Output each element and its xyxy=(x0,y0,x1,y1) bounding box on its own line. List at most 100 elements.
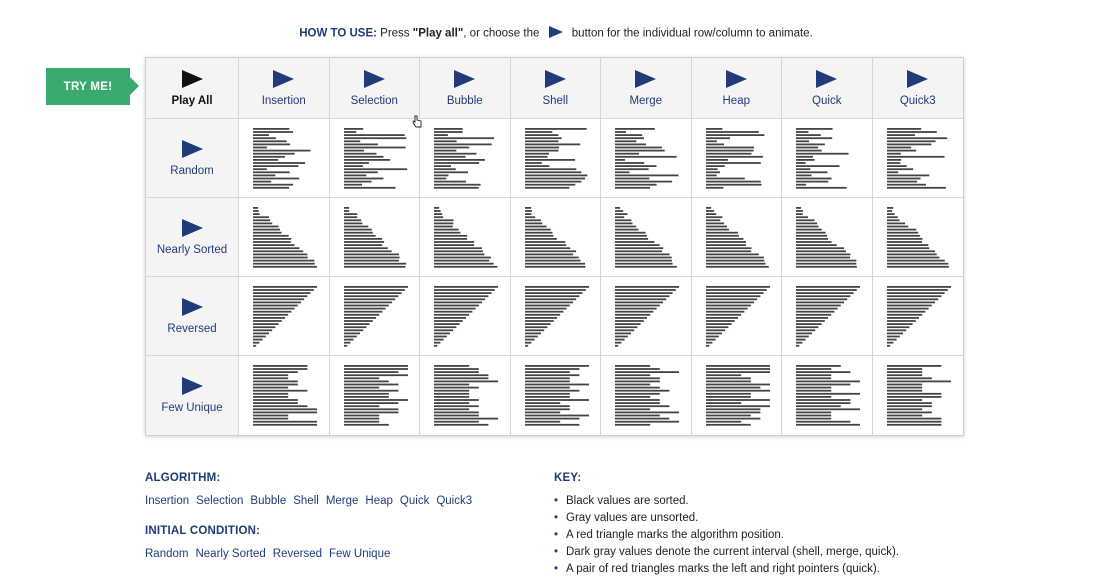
column-play-6[interactable]: Heap xyxy=(691,58,782,119)
bars-icon xyxy=(886,207,949,268)
bars-icon xyxy=(343,365,408,426)
how-to-pre: Press xyxy=(380,27,413,40)
row-play-2[interactable]: Nearly Sorted xyxy=(146,198,239,277)
play-icon xyxy=(816,69,838,88)
initial-condition-links: Random Nearly Sorted Reversed Few Unique xyxy=(145,548,479,560)
play-icon xyxy=(181,377,203,395)
bars-icon xyxy=(343,207,406,268)
sort-visualization-cell xyxy=(872,119,963,198)
algorithm-link[interactable]: Insertion xyxy=(145,495,190,507)
algorithm-link[interactable]: Bubble xyxy=(250,495,287,507)
bars-icon xyxy=(705,365,770,426)
sort-visualization-cell xyxy=(420,356,511,435)
column-label: Insertion xyxy=(261,94,306,107)
key-item: A pair of red triangles marks the left a… xyxy=(554,563,899,575)
sort-visualization-cell xyxy=(872,198,963,277)
bars-icon xyxy=(705,128,764,189)
column-label: Quick xyxy=(812,94,842,107)
bars-icon xyxy=(615,286,679,347)
row-play-3[interactable]: Reversed xyxy=(146,277,239,356)
how-to-use-text: HOW TO USE: Press "Play all", or choose … xyxy=(0,26,1112,41)
sort-visualization-cell xyxy=(239,277,330,356)
initial-condition-heading: INITIAL CONDITION: xyxy=(145,525,261,537)
key-item: Dark gray values denote the current inte… xyxy=(554,546,899,558)
play-icon xyxy=(181,69,203,88)
column-play-3[interactable]: Bubble xyxy=(420,58,511,119)
bars-icon xyxy=(524,365,589,426)
how-to-play-all: "Play all" xyxy=(412,27,464,40)
sort-visualization-cell xyxy=(601,356,692,435)
bars-icon xyxy=(524,128,587,189)
column-play-4[interactable]: Shell xyxy=(510,58,601,119)
key-item: A red triangle marks the algorithm posit… xyxy=(554,529,899,541)
row-label: Few Unique xyxy=(161,402,223,414)
bars-icon xyxy=(615,128,679,189)
row-label: Nearly Sorted xyxy=(156,243,228,256)
sort-visualization-cell xyxy=(510,198,601,277)
sort-visualization-cell xyxy=(782,356,873,435)
sort-visualization-cell xyxy=(510,277,601,356)
bars-icon xyxy=(796,365,860,426)
bars-icon xyxy=(615,207,677,268)
algorithm-link[interactable]: Quick xyxy=(399,495,430,507)
algorithm-link[interactable]: Quick3 xyxy=(436,495,473,507)
bars-icon xyxy=(886,365,951,426)
condition-link[interactable]: Nearly Sorted xyxy=(195,548,266,560)
row-play-4[interactable]: Few Unique xyxy=(146,356,239,435)
column-play-1[interactable]: Insertion xyxy=(239,58,330,119)
sort-visualization-cell xyxy=(420,277,511,356)
column-label: Bubble xyxy=(446,94,483,107)
column-play-8[interactable]: Quick3 xyxy=(872,58,963,119)
algorithm-link[interactable]: Merge xyxy=(325,495,359,507)
sort-animation-grid: Play All Insertion Selection Bubble Shell Mer… xyxy=(145,57,964,436)
algorithm-link[interactable]: Heap xyxy=(365,495,393,507)
bars-icon xyxy=(524,207,585,268)
bars-icon xyxy=(705,207,769,268)
column-label: Play All xyxy=(171,94,213,107)
sort-visualization-cell xyxy=(329,277,420,356)
bars-icon xyxy=(343,128,407,189)
sort-visualization-cell xyxy=(691,119,782,198)
algorithm-section: ALGORITHM: Insertion Selection Bubble Shell… xyxy=(145,472,479,560)
bars-icon xyxy=(796,128,849,189)
sort-visualization-cell xyxy=(872,277,963,356)
play-all-button[interactable]: Play All xyxy=(146,58,239,119)
play-icon xyxy=(725,69,747,88)
condition-link[interactable]: Random xyxy=(145,548,189,560)
bars-icon xyxy=(253,286,317,347)
sort-visualization-cell xyxy=(239,119,330,198)
play-icon xyxy=(544,69,566,88)
sort-visualization-cell xyxy=(420,119,511,198)
algorithm-link[interactable]: Shell xyxy=(293,495,319,507)
bars-icon xyxy=(886,128,947,189)
column-play-5[interactable]: Merge xyxy=(601,58,692,119)
sort-visualization-cell xyxy=(601,277,692,356)
algorithm-link[interactable]: Selection xyxy=(196,495,244,507)
sort-visualization-cell xyxy=(420,198,511,277)
condition-link[interactable]: Few Unique xyxy=(329,548,391,560)
key-list: Black values are sorted. Gray values are… xyxy=(554,495,899,575)
bars-icon xyxy=(434,365,498,426)
row-label: Reversed xyxy=(167,322,217,335)
bars-icon xyxy=(343,286,408,347)
column-label: Quick3 xyxy=(899,94,936,107)
hand-cursor-icon xyxy=(412,115,422,133)
sort-visualization-cell xyxy=(782,277,873,356)
row-play-1[interactable]: Random xyxy=(146,119,239,198)
how-to-use-label: HOW TO USE: xyxy=(299,27,377,40)
bars-icon xyxy=(434,207,498,268)
try-me-badge: TRY ME! xyxy=(46,68,139,105)
bars-icon xyxy=(434,128,494,189)
play-icon xyxy=(635,69,657,88)
sort-visualization-cell xyxy=(601,119,692,198)
key-item: Gray values are unsorted. xyxy=(554,512,899,524)
sort-visualization-cell xyxy=(782,119,873,198)
column-label: Merge xyxy=(629,94,663,107)
bars-icon xyxy=(253,365,317,426)
column-play-7[interactable]: Quick xyxy=(782,58,873,119)
play-icon xyxy=(548,26,563,41)
column-play-2[interactable]: Selection xyxy=(329,58,420,119)
condition-link[interactable]: Reversed xyxy=(272,548,322,560)
bars-icon xyxy=(615,365,679,426)
bars-icon xyxy=(524,286,589,347)
